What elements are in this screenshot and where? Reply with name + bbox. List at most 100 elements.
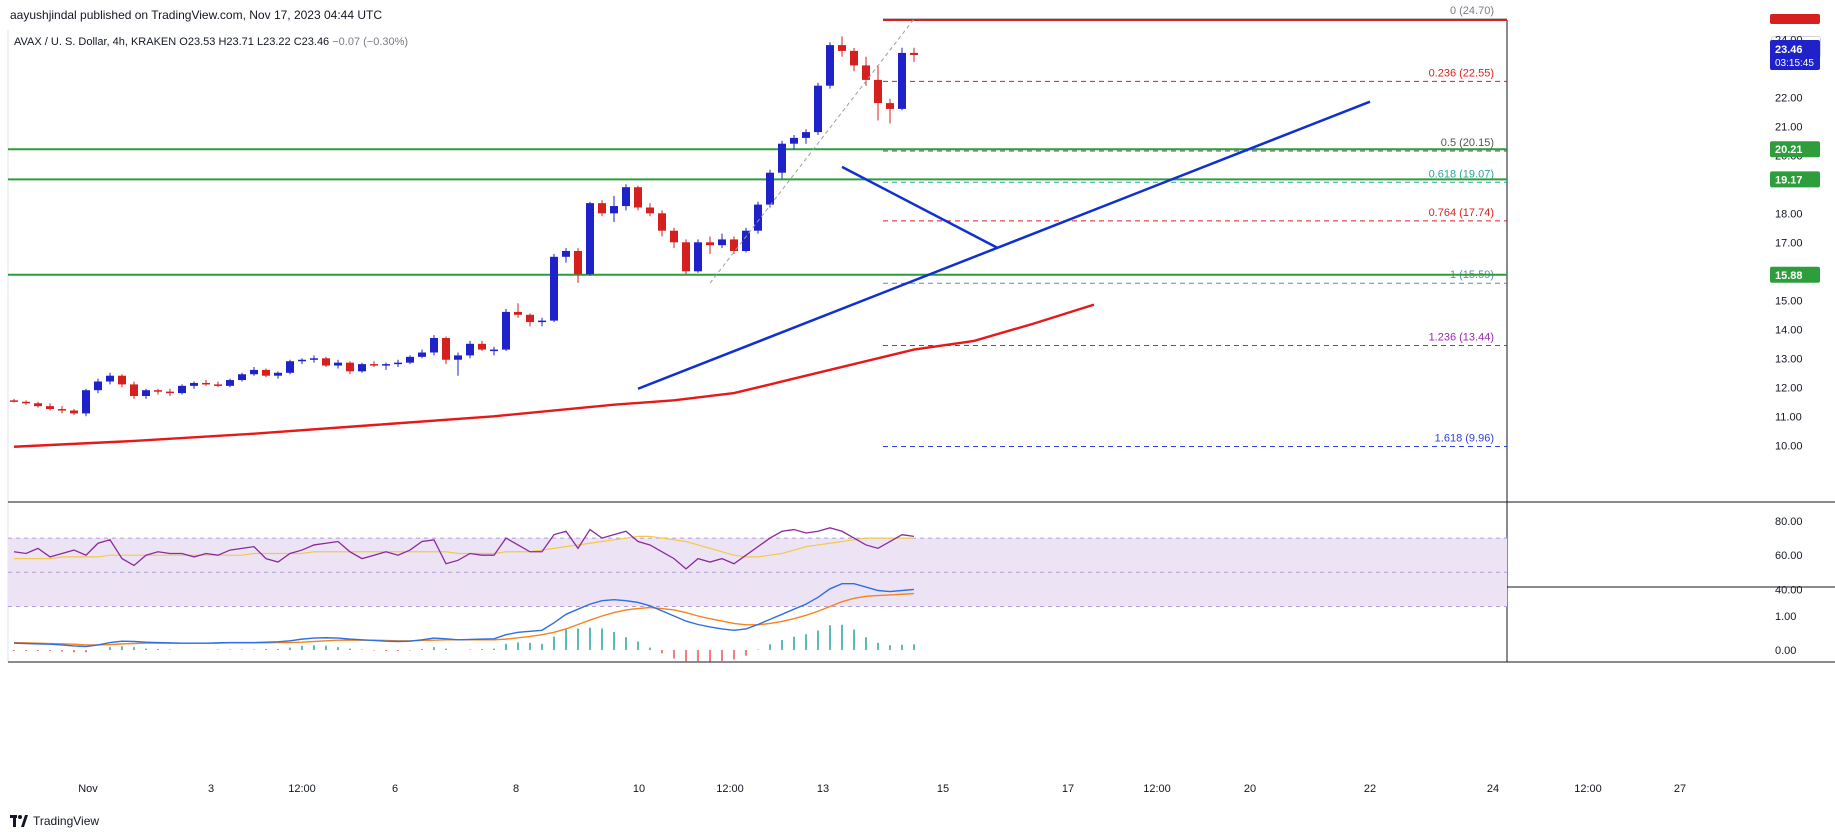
candle-body bbox=[418, 352, 426, 357]
candle-body bbox=[562, 251, 570, 257]
time-tick-label: 8 bbox=[513, 783, 519, 795]
trendlines: ⚡ bbox=[637, 18, 1371, 581]
ascending-trendline bbox=[637, 100, 1371, 390]
candle-body bbox=[634, 187, 642, 208]
macd-panel bbox=[13, 583, 915, 662]
price-tick-label: 11.00 bbox=[1775, 411, 1802, 423]
level-price-tag-bg bbox=[1770, 141, 1820, 158]
price-tick-label: 13.00 bbox=[1775, 353, 1803, 365]
candle-body bbox=[346, 362, 354, 372]
symbol-ohlc-line: AVAX / U. S. Dollar, 4h, KRAKEN O23.53 H… bbox=[14, 36, 408, 48]
candle-body bbox=[502, 311, 510, 350]
candle-body bbox=[394, 362, 402, 365]
level-price-tag: 15.88 bbox=[1775, 270, 1803, 282]
horizontal-levels bbox=[8, 148, 1507, 276]
candle-body bbox=[82, 390, 90, 414]
time-tick-label: 12:00 bbox=[1143, 783, 1171, 795]
candle-body bbox=[178, 385, 186, 394]
candle-body bbox=[94, 381, 102, 391]
last-price-tag: 23.46 bbox=[1775, 44, 1803, 56]
candle-body bbox=[358, 364, 366, 372]
candle-body bbox=[850, 50, 858, 66]
time-tick-label: 17 bbox=[1062, 783, 1074, 795]
candle-body bbox=[274, 372, 282, 376]
candle-body bbox=[742, 230, 750, 251]
tradingview-logo[interactable]: TradingView bbox=[10, 814, 99, 828]
tradingview-brand: TradingView bbox=[33, 814, 100, 828]
candle-body bbox=[322, 358, 330, 366]
candle-body bbox=[658, 213, 666, 231]
candle-body bbox=[754, 204, 762, 231]
candle-body bbox=[550, 256, 558, 321]
level-price-tag-bg bbox=[1770, 171, 1820, 188]
rsi-panel bbox=[8, 527, 1507, 607]
rsi-line bbox=[13, 527, 915, 570]
rsi-tick-label: 40.00 bbox=[1775, 584, 1803, 596]
candle-body bbox=[574, 251, 582, 275]
fib-level-label: 0.5 (20.15) bbox=[1441, 137, 1494, 149]
candle-body bbox=[886, 103, 894, 109]
close-value: C23.46 bbox=[293, 36, 330, 48]
time-tick-label: 22 bbox=[1364, 783, 1376, 795]
candle-body bbox=[10, 400, 18, 402]
candle-body bbox=[466, 343, 474, 356]
candle-body bbox=[130, 384, 138, 396]
last-price-tag-bg bbox=[1770, 39, 1820, 70]
candle-body bbox=[862, 65, 870, 80]
last-price-tag-countdown: 03:15:45 bbox=[1775, 58, 1814, 69]
axes: 24.0022.0021.0020.0018.0017.0016.0015.00… bbox=[78, 34, 1802, 795]
time-tick-label: 20 bbox=[1244, 783, 1256, 795]
time-tick-label: 15 bbox=[937, 783, 949, 795]
open-value: O23.53 bbox=[179, 36, 216, 48]
level-price-tag: 20.21 bbox=[1775, 144, 1803, 156]
candle-body bbox=[730, 239, 738, 251]
candle-body bbox=[442, 338, 450, 360]
price-tick-label: 10.00 bbox=[1775, 440, 1803, 452]
candle-body bbox=[778, 143, 786, 173]
candle-body bbox=[262, 369, 270, 376]
candle-body bbox=[478, 343, 486, 350]
fib-level-label: 0.764 (17.74) bbox=[1429, 207, 1494, 219]
rsi-signal-line bbox=[14, 535, 914, 560]
price-tick-label: 22.00 bbox=[1775, 92, 1803, 104]
rsi-tick-label: 60.00 bbox=[1775, 550, 1803, 562]
candle-body bbox=[646, 207, 654, 214]
candle-body bbox=[370, 364, 378, 366]
candle-body bbox=[118, 375, 126, 385]
candle-body bbox=[46, 406, 54, 410]
fib-level-label: 1.236 (13.44) bbox=[1429, 332, 1494, 344]
fib-level-label: 0 (24.70) bbox=[1450, 5, 1494, 17]
candle-body bbox=[682, 242, 690, 272]
price-tick-label: 17.00 bbox=[1775, 237, 1803, 249]
candle-body bbox=[874, 79, 882, 104]
candle-body bbox=[430, 338, 438, 353]
rsi-tick-label: 80.00 bbox=[1775, 516, 1803, 528]
resistance-price-tag-bg bbox=[1770, 14, 1820, 24]
candles bbox=[10, 36, 918, 417]
fib-level-label: 0.618 (19.07) bbox=[1429, 168, 1494, 180]
candle-body bbox=[250, 369, 258, 375]
price-tick-label: 21.00 bbox=[1775, 121, 1803, 133]
candle-body bbox=[58, 409, 66, 411]
candle-body bbox=[382, 364, 390, 366]
candle-body bbox=[202, 382, 210, 385]
candle-body bbox=[538, 320, 546, 323]
candle-body bbox=[226, 380, 234, 386]
candle-body bbox=[166, 391, 174, 394]
time-tick-label: 12:00 bbox=[1574, 783, 1602, 795]
descending-breakout-line bbox=[841, 165, 999, 250]
fibonacci-levels: 0 (24.70) 0.236 (22.55) 0.5 (20.15) 0.618 (… bbox=[883, 5, 1507, 447]
candle-body bbox=[814, 85, 822, 133]
price-tick-label: 14.00 bbox=[1775, 324, 1803, 336]
moving-average bbox=[13, 303, 1095, 448]
tradingview-logo-icon bbox=[10, 815, 28, 827]
candle-body bbox=[598, 203, 606, 214]
candle-body bbox=[622, 187, 630, 207]
level-price-tag: 19.17 bbox=[1775, 174, 1803, 186]
candle-body bbox=[298, 359, 306, 362]
candle-body bbox=[310, 358, 318, 360]
time-tick-label: 10 bbox=[633, 783, 645, 795]
time-tick-label: 27 bbox=[1674, 783, 1686, 795]
candle-body bbox=[586, 203, 594, 275]
